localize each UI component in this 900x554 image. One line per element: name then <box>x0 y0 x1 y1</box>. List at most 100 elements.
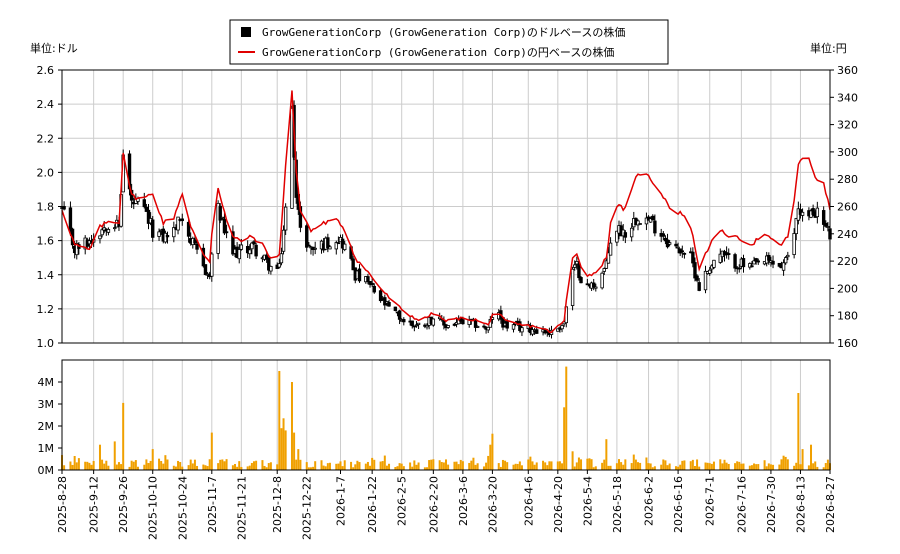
right-tick-label-9: 340 <box>837 91 858 104</box>
volume-bar-172 <box>571 451 574 470</box>
volume-bar-142 <box>482 466 485 470</box>
volume-bar-75 <box>282 418 285 470</box>
volume-bar-98 <box>352 467 355 470</box>
candle-body-211 <box>682 252 687 255</box>
volume-bar-64 <box>250 462 253 470</box>
legend: GrowGenerationCorp (GrowGeneration Corp)… <box>229 19 669 65</box>
candle-body-52 <box>216 202 220 254</box>
volume-bar-43 <box>189 459 192 470</box>
x-tick-label-21: 2026-7-1 <box>704 476 717 526</box>
volume-bar-77 <box>290 382 293 470</box>
x-tick-label-15: 2026-4-6 <box>522 476 535 526</box>
volume-bar-239 <box>767 463 770 470</box>
volume-bar-83 <box>307 467 310 470</box>
volume-bar-37 <box>172 465 175 470</box>
volume-bar-143 <box>485 462 488 470</box>
candle-body-132 <box>452 323 457 326</box>
volume-bar-245 <box>784 456 787 470</box>
candle-body-28 <box>144 206 149 212</box>
candle-body-213 <box>691 251 695 264</box>
right-tick-label-2: 200 <box>837 282 858 295</box>
volume-bar-9 <box>88 462 91 470</box>
candle-body-180 <box>591 282 596 288</box>
candle-body-196 <box>638 223 642 225</box>
x-tick-label-16: 2026-4-20 <box>552 476 565 533</box>
left-tick-label-6: 2.2 <box>37 132 55 145</box>
volume-bar-24 <box>132 461 135 470</box>
candle-body-214 <box>693 262 697 279</box>
candle-body-126 <box>431 318 436 326</box>
volume-bar-36 <box>166 459 169 470</box>
right-tick-label-1: 180 <box>837 310 858 323</box>
volume-bar-237 <box>763 460 766 470</box>
candle-body-186 <box>608 242 613 256</box>
candle-body-112 <box>393 306 398 311</box>
volume-bar-152 <box>512 464 515 470</box>
volume-bar-72 <box>276 464 279 470</box>
volume-bar-104 <box>369 465 372 470</box>
candle-body-200 <box>651 215 655 221</box>
candle-body-106 <box>372 285 376 293</box>
volume-bar-170 <box>563 407 566 470</box>
volume-bar-164 <box>546 465 549 470</box>
volume-bar-251 <box>801 449 804 470</box>
volume-bar-31 <box>151 449 154 470</box>
volume-bar-22 <box>128 466 131 470</box>
candle-body-246 <box>786 254 790 258</box>
volume-bar-18 <box>115 464 118 470</box>
volume-bar-159 <box>531 461 534 470</box>
volume-bar-128 <box>440 462 443 470</box>
volume-bar-147 <box>497 463 500 470</box>
volume-bar-259 <box>826 459 829 470</box>
volume-bar-135 <box>459 459 462 470</box>
candle-body-35 <box>163 232 168 243</box>
volume-bar-28 <box>145 459 148 470</box>
candle-body-227 <box>733 254 737 269</box>
left-unit-label: 単位:ドル <box>30 41 78 55</box>
volume-bar-226 <box>727 463 730 470</box>
candle-body-95 <box>340 238 345 249</box>
candle-body-152 <box>511 324 516 330</box>
volume-bar-178 <box>588 458 591 470</box>
volume-bar-3 <box>71 464 74 470</box>
volume-frame <box>61 359 831 471</box>
left-tick-label-2: 1.4 <box>37 269 55 282</box>
candle-body-156 <box>520 327 524 333</box>
volume-bar-214 <box>693 466 696 470</box>
volume-bar-34 <box>162 463 165 470</box>
volume-bar-137 <box>468 462 471 470</box>
x-tick-label-9: 2026-1-7 <box>335 476 348 526</box>
candle-body-256 <box>815 207 820 218</box>
volume-bar-25 <box>134 460 137 470</box>
volume-bar-6 <box>77 458 80 470</box>
volume-bar-151 <box>506 462 509 470</box>
candle-body-65 <box>252 241 256 245</box>
candle-body-120 <box>414 324 419 327</box>
volume-bar-207 <box>674 466 677 470</box>
candle-body-217 <box>703 270 708 291</box>
volume-bar-92 <box>335 463 338 470</box>
volume-bar-121 <box>417 462 420 470</box>
volume-bar-213 <box>691 459 694 470</box>
volume-bar-254 <box>812 463 815 470</box>
volume-bar-182 <box>601 462 604 470</box>
volume-bar-201 <box>653 466 656 470</box>
right-unit-label: 単位:円 <box>810 41 847 55</box>
x-tick-label-11: 2026-2-5 <box>396 476 409 526</box>
candle-body-37 <box>172 227 176 238</box>
jpy-price-line <box>61 90 831 333</box>
volume-bar-90 <box>326 463 329 470</box>
volume-bar-12 <box>98 444 101 470</box>
candle-body-1 <box>62 206 66 210</box>
volume-bar-161 <box>535 462 538 470</box>
volume-bar-168 <box>558 461 561 470</box>
candle-body-210 <box>680 250 685 253</box>
volume-bar-248 <box>795 462 798 470</box>
volume-bar-169 <box>561 463 564 470</box>
volume-bar-160 <box>533 464 536 470</box>
candle-body-173 <box>573 264 577 268</box>
candle-body-76 <box>283 206 288 231</box>
volume-bar-234 <box>753 463 756 470</box>
volume-bar-205 <box>666 465 669 470</box>
